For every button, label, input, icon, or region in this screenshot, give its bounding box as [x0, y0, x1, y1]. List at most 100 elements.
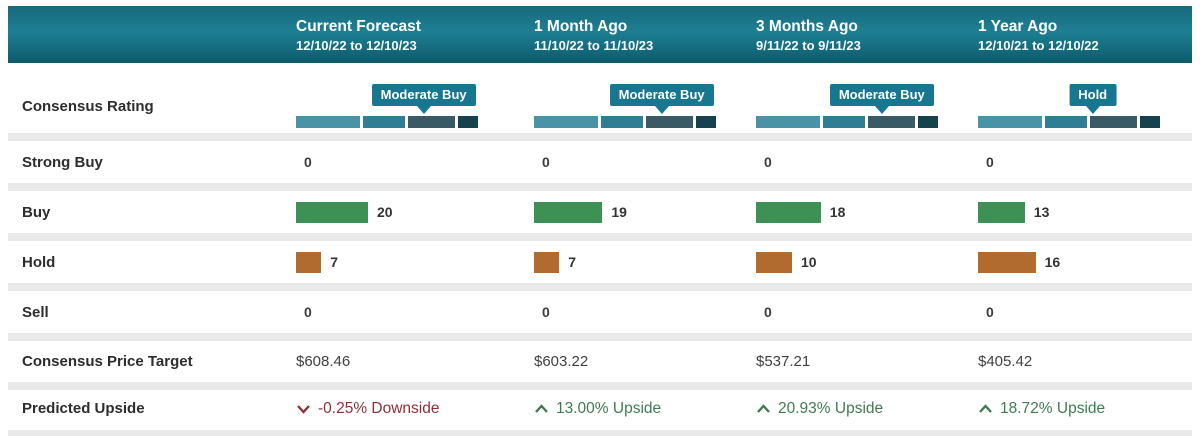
hold-bar-cell: 10 [756, 251, 978, 273]
chevron-up-icon [534, 403, 549, 415]
row-hold: Hold 7 7 10 16 [8, 241, 1192, 283]
price-target-value: $405.42 [978, 353, 1033, 370]
header-spacer [8, 34, 296, 36]
gauge-segment [646, 116, 693, 128]
row-label: Sell [22, 303, 49, 321]
buy-bar-cell: 19 [534, 201, 756, 223]
rating-gauge-widget: Hold [978, 84, 1163, 130]
gauge-segment [756, 116, 820, 128]
rating-gauge-widget: Moderate Buy [534, 84, 719, 130]
buy-bar-cell: 13 [978, 201, 1192, 223]
hold-bar [978, 251, 1036, 273]
hold-bar-cell: 7 [296, 251, 534, 273]
row-label: Consensus Price Target [22, 353, 193, 370]
upside-value: -0.25% Downside [318, 399, 440, 417]
upside-cell: 18.72% Upside [978, 400, 1192, 418]
buy-count: 19 [611, 204, 627, 220]
upside-value: 13.00% Upside [556, 399, 662, 417]
buy-bar [978, 201, 1025, 223]
row-price-target: Consensus Price Target $608.46 $603.22 $… [8, 341, 1192, 382]
hold-count: 7 [568, 254, 576, 270]
row-separator [8, 183, 1192, 191]
column-date-range: 9/11/22 to 9/11/23 [756, 38, 861, 54]
gauge-segment [1045, 116, 1087, 128]
rating-badge-pointer-icon [416, 106, 431, 114]
hold-bar [534, 251, 560, 273]
column-title: 1 Year Ago [978, 17, 1058, 35]
column-date-range: 11/10/22 to 11/10/23 [534, 38, 654, 54]
hold-bar [296, 251, 322, 273]
rating-badge: Moderate Buy [609, 84, 714, 106]
gauge-segment [296, 116, 360, 128]
buy-bar [756, 201, 821, 223]
gauge-segment [458, 116, 478, 128]
rating-badge-pointer-icon [1085, 106, 1100, 114]
row-label: Buy [22, 203, 51, 221]
header-1-year-ago: 1 Year Ago 12/10/21 to 12/10/22 [978, 14, 1192, 55]
upside-value: 20.93% Upside [778, 399, 884, 417]
column-date-range: 12/10/21 to 12/10/22 [978, 38, 1099, 54]
header-gap [8, 63, 1192, 79]
sell-count: 0 [764, 304, 772, 320]
rating-cell: Moderate Buy [756, 82, 978, 130]
row-label: Strong Buy [22, 153, 103, 171]
sell-count: 0 [542, 304, 550, 320]
gauge-segment [601, 116, 643, 128]
price-target-value: $537.21 [756, 353, 811, 370]
buy-count: 18 [829, 204, 846, 220]
chevron-up-icon [756, 403, 771, 415]
bottom-separator [8, 430, 1192, 436]
rating-badge-pointer-icon [654, 106, 669, 114]
row-separator [8, 283, 1192, 291]
hold-count: 16 [1044, 254, 1061, 270]
row-separator [8, 382, 1192, 390]
column-date-range: 12/10/22 to 12/10/23 [296, 38, 417, 54]
header-current-forecast: Current Forecast 12/10/22 to 12/10/23 [296, 14, 534, 55]
buy-bar [534, 201, 603, 223]
row-predicted-upside: Predicted Upside -0.25% Downside 13.00% … [8, 390, 1192, 427]
row-label: Predicted Upside [22, 400, 145, 417]
row-separator [8, 233, 1192, 241]
hold-bar [756, 251, 792, 273]
gauge-segment [1090, 116, 1137, 128]
upside-cell: 20.93% Upside [756, 400, 978, 418]
column-title: 3 Months Ago [756, 17, 858, 35]
row-consensus-rating: Consensus Rating Moderate Buy Moderate B… [8, 79, 1192, 133]
hold-count: 10 [801, 254, 817, 270]
strong-buy-count: 0 [764, 154, 772, 170]
strong-buy-count: 0 [542, 154, 550, 170]
strong-buy-count: 0 [986, 154, 994, 170]
rating-cell: Moderate Buy [534, 82, 756, 130]
gauge-segment [696, 116, 716, 128]
gauge-segment [534, 116, 598, 128]
gauge-segment [363, 116, 405, 128]
hold-bar-cell: 7 [534, 251, 756, 273]
buy-count: 20 [377, 204, 393, 220]
header-3-months-ago: 3 Months Ago 9/11/22 to 9/11/23 [756, 14, 978, 55]
row-label: Consensus Rating [22, 97, 154, 115]
price-target-value: $608.46 [296, 353, 351, 370]
upside-cell: -0.25% Downside [296, 400, 534, 418]
upside-cell: 13.00% Upside [534, 400, 756, 418]
gauge-segment [978, 116, 1042, 128]
rating-badge: Moderate Buy [829, 84, 934, 106]
hold-bar-cell: 16 [978, 251, 1192, 273]
row-label: Hold [22, 253, 56, 271]
rating-gauge-bar [756, 116, 941, 128]
strong-buy-count: 0 [304, 154, 312, 170]
buy-bar-cell: 20 [296, 201, 534, 223]
header-1-month-ago: 1 Month Ago 11/10/22 to 11/10/23 [534, 14, 756, 55]
rating-cell: Moderate Buy [296, 82, 534, 130]
row-buy: Buy 20 19 18 13 [8, 191, 1192, 233]
gauge-segment [918, 116, 938, 128]
ratings-comparison-table: Current Forecast 12/10/22 to 12/10/23 1 … [8, 6, 1192, 436]
row-separator [8, 333, 1192, 341]
rating-gauge-bar [978, 116, 1163, 128]
sell-count: 0 [304, 304, 312, 320]
rating-cell: Hold [978, 82, 1192, 130]
rating-gauge-bar [534, 116, 719, 128]
rating-gauge-widget: Moderate Buy [756, 84, 941, 130]
column-title: Current Forecast [296, 17, 421, 35]
price-target-value: $603.22 [534, 353, 589, 370]
rating-badge-pointer-icon [874, 106, 889, 114]
